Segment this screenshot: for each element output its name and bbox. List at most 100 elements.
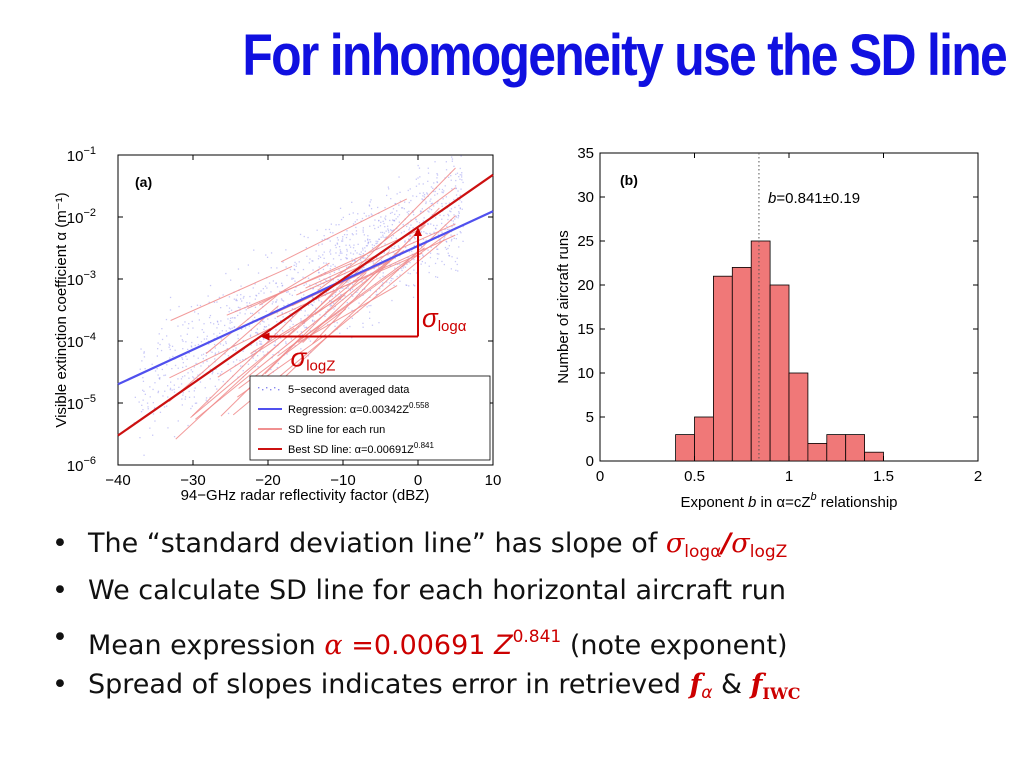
scatter-point bbox=[448, 245, 450, 247]
scatter-point bbox=[235, 298, 237, 300]
scatter-point bbox=[391, 224, 393, 226]
legend-swatch-point bbox=[270, 389, 272, 391]
scatter-point bbox=[241, 300, 243, 302]
scatter-point bbox=[211, 370, 214, 373]
scatter-point bbox=[329, 273, 331, 275]
scatter-point bbox=[307, 236, 309, 239]
scatter-point bbox=[216, 388, 218, 390]
scatter-point bbox=[386, 194, 388, 197]
scatter-point bbox=[413, 236, 416, 238]
scatter-point bbox=[445, 240, 447, 242]
chart-b-xlabel: Exponent b in α=cZb relationship bbox=[680, 491, 897, 511]
scatter-point bbox=[327, 265, 329, 267]
scatter-point bbox=[458, 176, 460, 178]
scatter-point bbox=[309, 258, 311, 260]
scatter-point bbox=[147, 406, 149, 408]
scatter-point bbox=[444, 236, 446, 238]
scatter-point bbox=[377, 226, 379, 228]
scatter-point bbox=[202, 362, 204, 364]
scatter-point bbox=[388, 231, 390, 233]
scatter-point bbox=[177, 367, 179, 369]
chart-a-fit-lines bbox=[117, 173, 494, 437]
scatter-point bbox=[287, 291, 289, 293]
scatter-point bbox=[461, 179, 463, 181]
scatter-point bbox=[233, 326, 235, 328]
scatter-point bbox=[237, 337, 239, 340]
scatter-point bbox=[382, 236, 384, 238]
sigma-symbol: σ bbox=[731, 528, 750, 559]
scatter-point bbox=[291, 315, 293, 317]
sd-run-line bbox=[205, 290, 283, 354]
scatter-point bbox=[423, 194, 426, 196]
scatter-point bbox=[307, 355, 310, 357]
scatter-point bbox=[418, 256, 421, 258]
chart-b-panel-label: (b) bbox=[620, 172, 638, 188]
scatter-point bbox=[169, 348, 171, 351]
scatter-point bbox=[186, 358, 188, 360]
chart-a-sigma-arrows bbox=[260, 226, 422, 341]
scatter-point bbox=[208, 316, 211, 319]
scatter-point bbox=[408, 229, 410, 231]
scatter-point bbox=[231, 317, 233, 319]
scatter-point bbox=[427, 172, 430, 174]
scatter-point bbox=[139, 368, 141, 370]
scatter-point bbox=[352, 234, 354, 236]
scatter-point bbox=[266, 287, 268, 289]
scatter-point bbox=[430, 223, 432, 225]
scatter-point bbox=[436, 173, 438, 175]
scatter-point bbox=[291, 277, 293, 279]
scatter-point bbox=[447, 247, 449, 250]
scatter-point bbox=[173, 388, 175, 391]
scatter-point bbox=[418, 183, 420, 185]
legend-box bbox=[249, 375, 491, 461]
scatter-point bbox=[275, 282, 277, 285]
scatter-point bbox=[332, 289, 335, 291]
scatter-point bbox=[342, 240, 344, 242]
scatter-point bbox=[191, 341, 193, 344]
scatter-point bbox=[432, 187, 434, 189]
scatter-point bbox=[461, 176, 463, 178]
scatter-point bbox=[312, 315, 314, 318]
scatter-point bbox=[169, 309, 172, 311]
scatter-point bbox=[317, 285, 319, 287]
scatter-point bbox=[157, 348, 159, 350]
scatter-point bbox=[341, 252, 343, 254]
scatter-point bbox=[228, 296, 231, 298]
scatter-point bbox=[324, 238, 326, 240]
scatter-point bbox=[188, 377, 190, 379]
scatter-point bbox=[391, 299, 393, 302]
scatter-point bbox=[334, 244, 337, 246]
slash-symbol: / bbox=[721, 528, 732, 559]
scatter-point bbox=[362, 322, 364, 324]
scatter-point bbox=[328, 228, 331, 231]
scatter-point bbox=[355, 233, 358, 235]
scatter-point bbox=[321, 239, 323, 241]
sigma-subscript: logα bbox=[684, 542, 722, 562]
scatter-point bbox=[178, 386, 180, 388]
scatter-point bbox=[332, 263, 334, 266]
scatter-point bbox=[317, 298, 320, 300]
scatter-point bbox=[286, 274, 288, 277]
sigma-log-alpha-arrowhead bbox=[414, 226, 422, 236]
scatter-point bbox=[142, 409, 144, 411]
scatter-point bbox=[156, 368, 158, 370]
scatter-point bbox=[274, 341, 276, 343]
scatter-point bbox=[354, 221, 356, 223]
scatter-point bbox=[158, 333, 160, 335]
scatter-point bbox=[415, 195, 418, 198]
scatter-point bbox=[219, 343, 222, 345]
scatter-point bbox=[456, 172, 459, 174]
scatter-point bbox=[398, 204, 400, 206]
scatter-point bbox=[313, 320, 316, 322]
scatter-point bbox=[257, 366, 259, 368]
scatter-point bbox=[164, 390, 166, 392]
scatter-point bbox=[397, 263, 399, 265]
scatter-point bbox=[231, 321, 233, 323]
scatter-point bbox=[453, 214, 455, 216]
sigma-symbol: σ bbox=[665, 528, 685, 559]
scatter-point bbox=[235, 349, 237, 352]
scatter-point bbox=[280, 298, 283, 300]
scatter-point bbox=[328, 238, 330, 240]
scatter-point bbox=[346, 234, 348, 236]
scatter-point bbox=[182, 362, 184, 364]
